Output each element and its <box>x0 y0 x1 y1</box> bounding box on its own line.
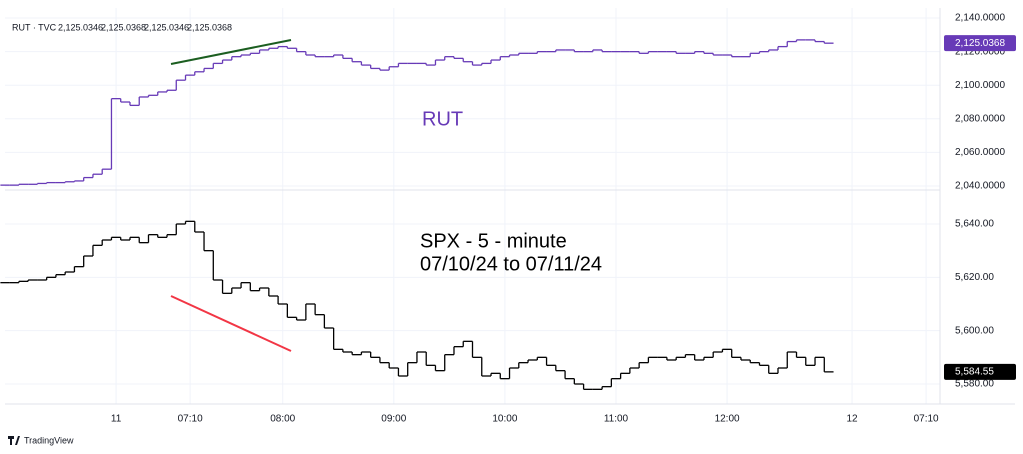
y-tick-label: 5,600.00 <box>955 325 994 336</box>
annotation: 07/10/24 to 07/11/24 <box>420 253 602 275</box>
ohlc-value: 2,125.0368 <box>187 22 232 32</box>
branding: TradingView <box>24 435 74 445</box>
symbol: RUT · TVC <box>12 22 57 32</box>
y-tick-label: 2,040.0000 <box>955 181 1005 192</box>
ohlc-value: 2,125.0368 <box>101 22 146 32</box>
ohlc-value: 2,125.0346 <box>144 22 189 32</box>
grid <box>5 8 940 404</box>
y-tick-label: 2,080.0000 <box>955 113 1005 124</box>
y-tick-label: 2,100.0000 <box>955 80 1005 91</box>
x-tick-label: 12 <box>846 414 858 425</box>
annotation: RUT <box>422 108 463 130</box>
y-tick-label: 5,640.00 <box>955 219 994 230</box>
x-tick-label: 09:00 <box>381 414 406 425</box>
ohlc-value: 2,125.0346 <box>58 22 103 32</box>
last-price-box <box>944 35 1016 52</box>
y-tick-label: 5,620.00 <box>955 272 994 283</box>
x-tick-label: 08:00 <box>270 414 295 425</box>
logo: TradingView <box>8 435 74 445</box>
y-tick-label: 5,580.00 <box>955 379 994 390</box>
x-tick-label: 07:10 <box>178 414 203 425</box>
x-tick-label: 12:00 <box>715 414 740 425</box>
x-tick-label: 11 <box>111 414 122 425</box>
trend-line <box>170 39 292 65</box>
x-tick-label: 07:10 <box>914 414 939 425</box>
y-tick-label: 2,140.0000 <box>955 13 1005 24</box>
last-price-label: 2,125.0368 <box>955 38 1005 49</box>
trend-line <box>170 295 292 352</box>
x-tick-label: 10:00 <box>492 414 517 425</box>
x-tick-label: 11:00 <box>604 414 629 425</box>
last-price-label: 5,584.55 <box>955 367 994 378</box>
last-price-box <box>944 363 1016 380</box>
y-tick-label: 2,120.0000 <box>955 46 1005 57</box>
annotation: SPX - 5 - minute <box>420 230 567 252</box>
y-tick-label: 2,060.0000 <box>955 147 1005 158</box>
